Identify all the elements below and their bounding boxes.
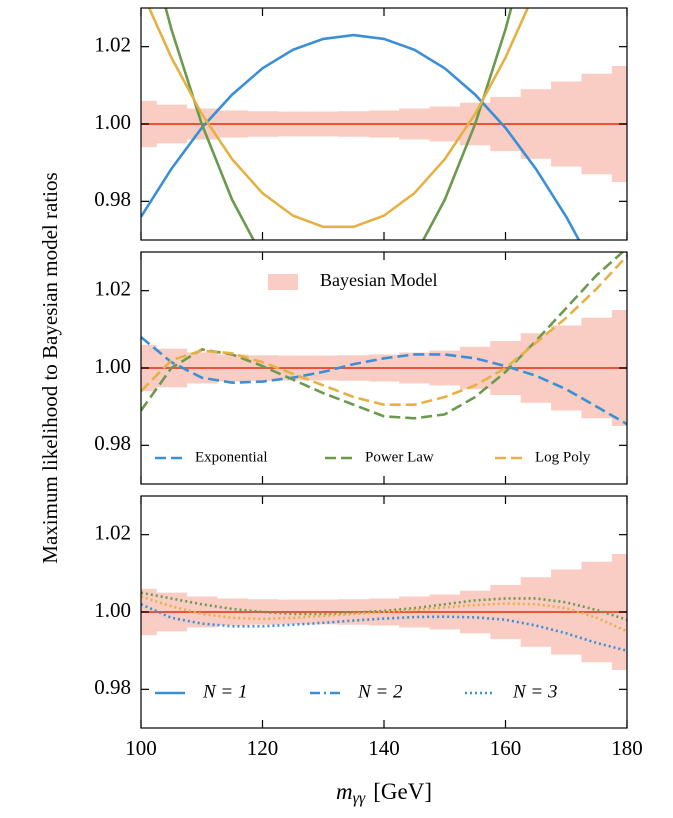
y-tick-label: 1.02: [94, 520, 131, 544]
x-tick-label: 120: [247, 736, 279, 760]
legend-label: Log Poly: [535, 449, 591, 465]
x-axis-label-main: m: [336, 779, 353, 804]
x-tick-label: 100: [125, 736, 157, 760]
series-line: [141, 254, 627, 407]
y-axis-label: Maximum likelihood to Bayesian model rat…: [38, 172, 62, 563]
legend-label: Exponential: [195, 449, 267, 465]
plot-area: [141, 252, 627, 426]
series-line: [141, 252, 625, 420]
y-tick-label: 1.02: [94, 276, 131, 300]
plot-area: [141, 554, 627, 670]
y-tick-label: 0.98: [94, 431, 131, 455]
y-tick-label: 1.00: [94, 354, 131, 378]
x-axis-label-sub: γγ: [353, 790, 366, 807]
series-line: [147, 8, 530, 229]
legend-label: N = 3: [512, 681, 558, 702]
legend-label: N = 1: [202, 681, 248, 702]
legend-label: Power Law: [365, 449, 434, 465]
series-line: [141, 336, 627, 426]
x-tick-label: 160: [490, 736, 522, 760]
x-tick-label: 140: [368, 736, 400, 760]
legend-swatch: [268, 274, 298, 290]
y-tick-label: 1.00: [94, 110, 131, 134]
y-tick-label: 0.98: [94, 675, 131, 699]
x-axis-label-unit: [GeV]: [373, 779, 432, 804]
x-tick-label: 180: [611, 736, 643, 760]
legend-label: Bayesian Model: [320, 270, 437, 290]
y-tick-label: 0.98: [94, 187, 131, 211]
x-axis-label: mγγ [GeV]: [336, 779, 432, 806]
y-tick-label: 1.00: [94, 598, 131, 622]
y-tick-label: 1.02: [94, 32, 131, 56]
series-line: [164, 8, 513, 240]
legend-label: N = 2: [357, 681, 403, 702]
series-line: [141, 33, 581, 240]
series-line: [141, 595, 627, 633]
series-line: [141, 603, 627, 652]
